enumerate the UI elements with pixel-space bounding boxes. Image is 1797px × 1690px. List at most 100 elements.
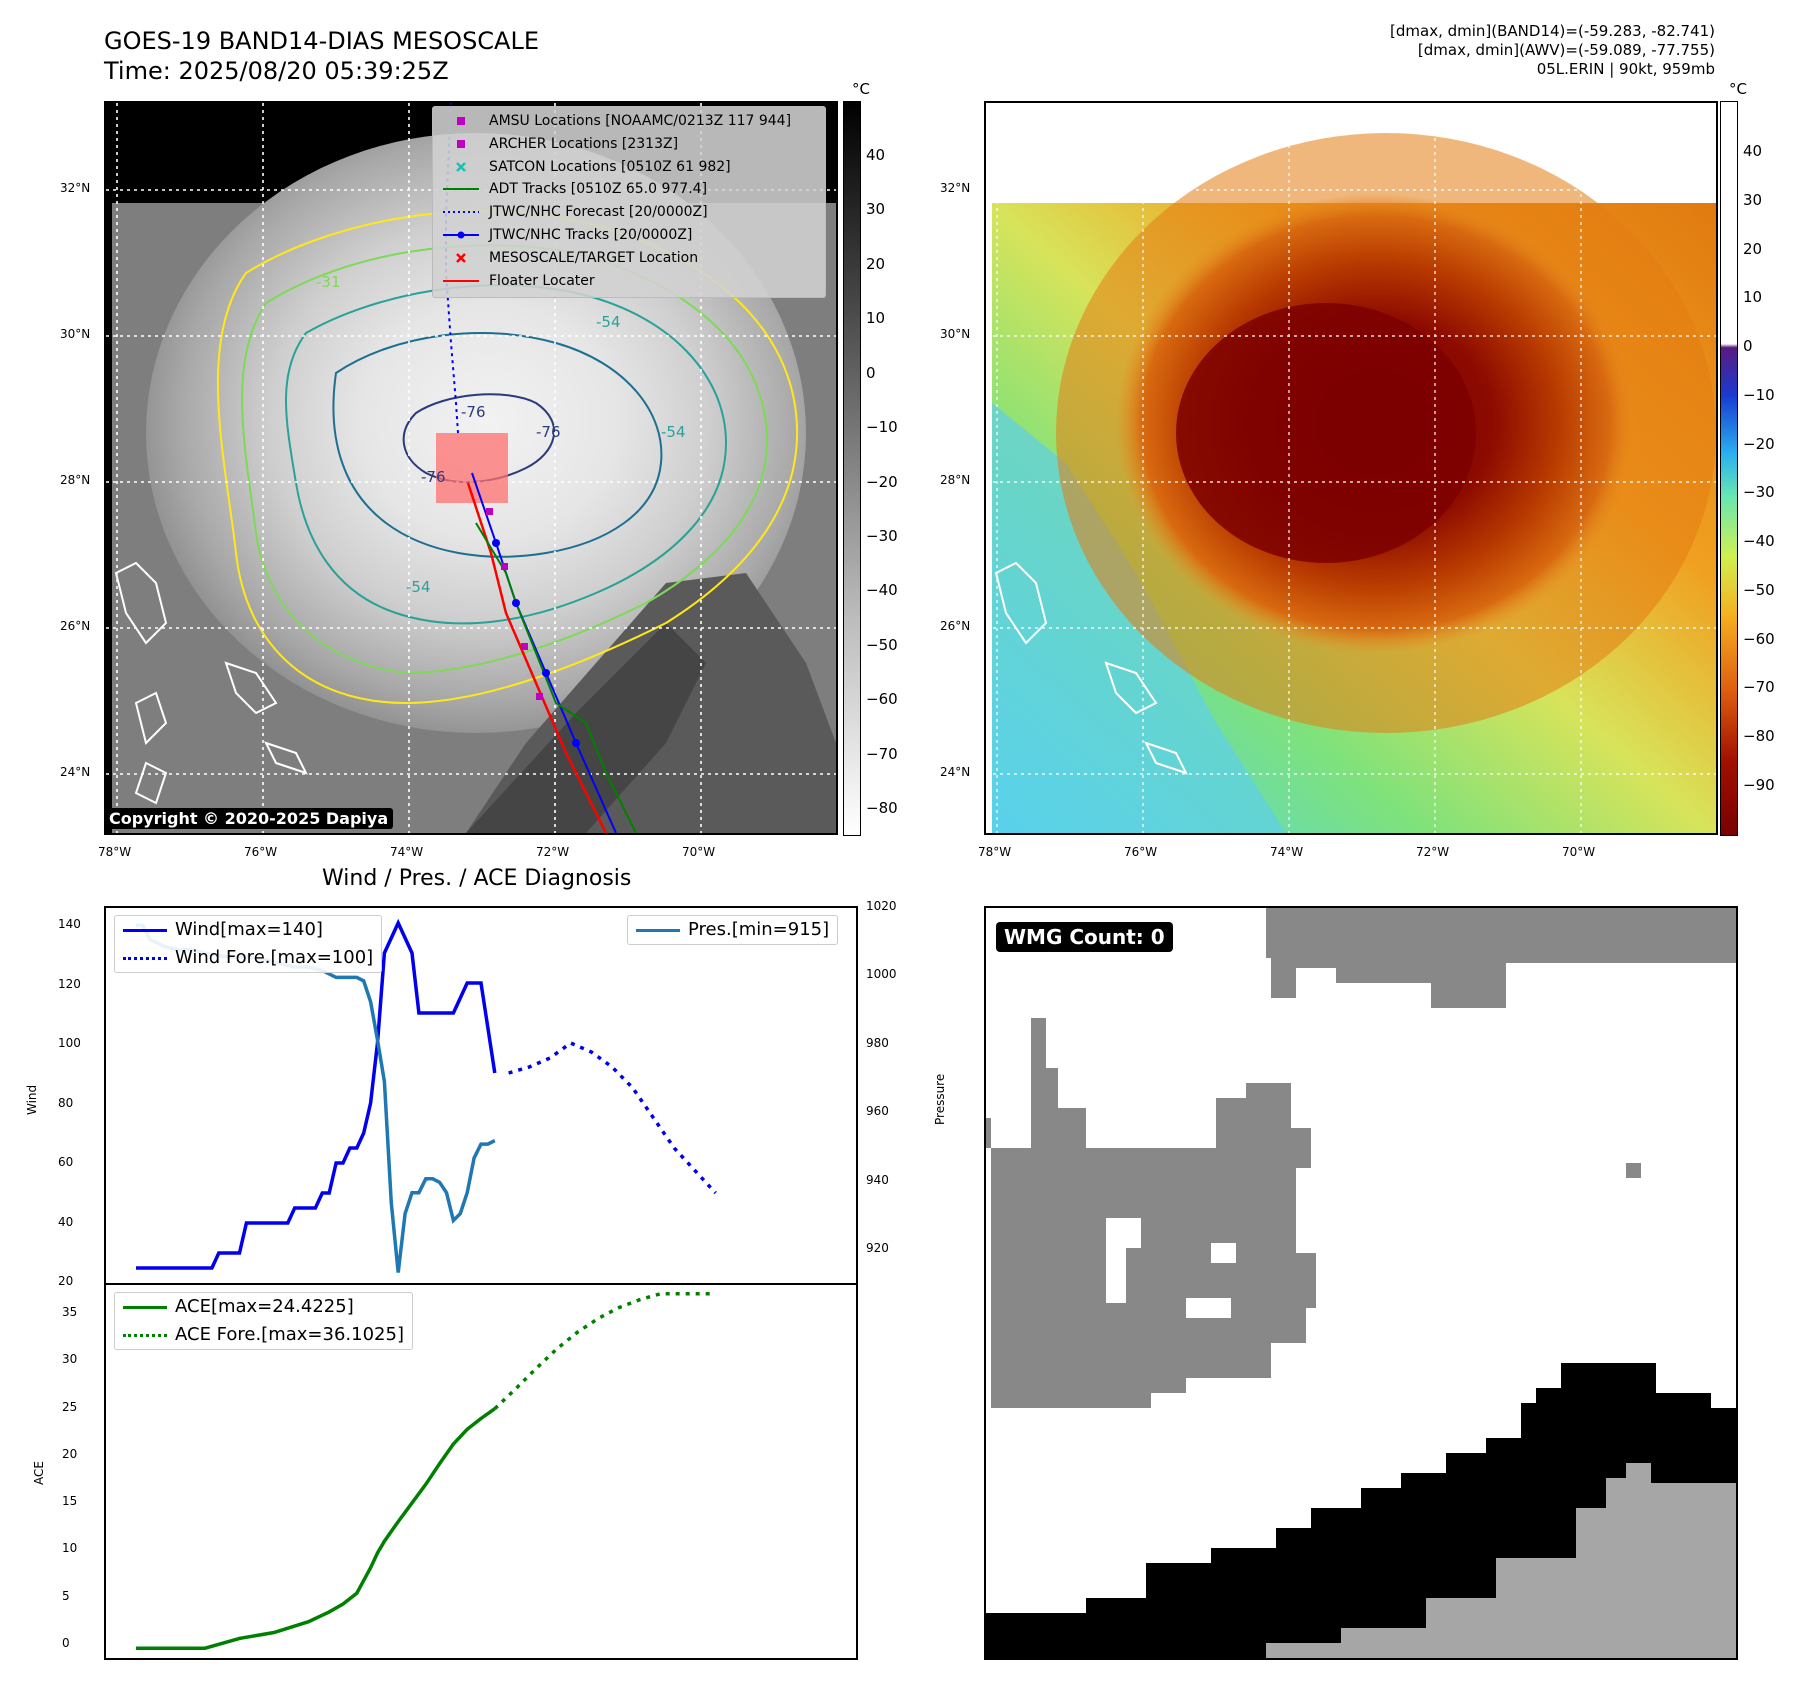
pressure-series-0 [136, 923, 496, 1273]
lon-label: 76°W [1124, 845, 1158, 859]
wind-tick: 20 [58, 1274, 74, 1288]
lon-label: 70°W [1562, 845, 1596, 859]
colorbar2-tick: 10 [1743, 288, 1763, 307]
colorbar1-tick: −20 [866, 472, 898, 491]
contour-label: -31 [316, 273, 341, 291]
ace-tick: 10 [62, 1541, 78, 1556]
colorbar2-tick: −80 [1743, 727, 1775, 746]
wind-tick: 100 [58, 1036, 81, 1050]
lon-label: 78°W [978, 845, 1012, 859]
wind-legend: Wind[max=140] Wind Fore.[max=100] [114, 915, 383, 973]
lon-label: 76°W [244, 845, 278, 859]
wind-tick: 140 [58, 917, 81, 931]
colorbar2-tick: −40 [1743, 532, 1775, 551]
wind-series-0 [136, 918, 497, 1270]
ace-tick: 15 [62, 1494, 78, 1509]
colorbar1-tick: −80 [866, 799, 898, 817]
band14-map: -54 -76 -76 -76 -54 -54 -31 [104, 101, 838, 835]
awv-range: [dmax, dmin](AWV)=(-59.089, -77.755) [1417, 41, 1715, 59]
intensity-info: [dmax, dmin](BAND14)=(-59.283, -82.741) … [1390, 22, 1715, 79]
pressure-tick: 980 [866, 1035, 889, 1050]
wind-series-1 [508, 1040, 717, 1195]
wind-tick: 60 [58, 1155, 74, 1169]
ace-tick: 20 [62, 1446, 78, 1461]
lat-label: 32°N [60, 181, 91, 195]
contour-label: -54 [406, 578, 431, 596]
lon-label: 78°W [98, 845, 132, 859]
colorbar2-tick: 20 [1743, 239, 1763, 258]
colorbar2-tick: −30 [1743, 483, 1775, 502]
lat-label: 26°N [940, 619, 971, 633]
storm-info: 05L.ERIN | 90kt, 959mb [1536, 60, 1715, 78]
legend-wind: Wind[max=140] [115, 916, 381, 944]
lat-label: 32°N [940, 181, 971, 195]
colorbar1-tick: 30 [866, 200, 886, 219]
contour-label: -54 [661, 423, 686, 441]
awv-map [984, 101, 1718, 835]
colorbar2-unit: °C [1729, 80, 1747, 98]
lat-label: 28°N [940, 473, 971, 487]
ace-axis-label: ACE [32, 1461, 46, 1485]
colorbar1-tick: 20 [866, 254, 886, 273]
ace-tick: 25 [62, 1399, 78, 1414]
pressure-tick: 1000 [866, 967, 897, 982]
wmg-graphic [986, 908, 1736, 1658]
colorbar2-tick: 0 [1743, 337, 1753, 356]
colorbar2-tick: −60 [1743, 629, 1775, 648]
ace-tick: 30 [62, 1352, 78, 1367]
square-icon [457, 140, 465, 148]
line-icon [443, 188, 479, 190]
contour-label: -54 [596, 313, 621, 331]
colorbar2-tick: −90 [1743, 776, 1775, 794]
pressure-tick: 920 [866, 1241, 889, 1255]
diagnosis-title: Wind / Pres. / ACE Diagnosis [322, 866, 632, 891]
lat-label: 26°N [60, 619, 91, 633]
colorbar2-tick: 40 [1743, 142, 1763, 160]
lon-label: 70°W [682, 845, 716, 859]
contour-label: -76 [421, 468, 446, 486]
colorbar1-tick: −10 [866, 418, 898, 437]
pressure-legend: Pres.[min=915] [627, 915, 839, 945]
colorbar1-tick: −70 [866, 744, 898, 763]
band14-range: [dmax, dmin](BAND14)=(-59.283, -82.741) [1390, 22, 1715, 40]
contour-label: -76 [536, 423, 561, 441]
wmg-panel [984, 906, 1738, 1660]
band14-map-graphic [106, 103, 836, 833]
colorbar1-tick: −60 [866, 690, 898, 709]
x-mark-icon [456, 162, 466, 172]
line-dot-icon [443, 231, 479, 239]
dotted-line-icon [443, 211, 479, 213]
wmg-count-badge: WMG Count: 0 [996, 922, 1173, 952]
ace-series-1 [493, 1292, 716, 1410]
pressure-axis-label: Pressure [933, 1073, 947, 1125]
colorbar1 [843, 101, 861, 836]
legend-wind-forecast: Wind Fore.[max=100] [115, 944, 381, 972]
lon-label: 72°W [536, 845, 570, 859]
colorbar2-tick: −50 [1743, 580, 1775, 599]
colorbar1-tick: −30 [866, 526, 898, 545]
colorbar2 [1720, 101, 1738, 836]
colorbar1-unit: °C [852, 80, 870, 98]
copyright-label: Copyright © 2020-2025 Dapiya [104, 808, 394, 829]
wind-tick: 120 [58, 976, 81, 991]
lat-label: 24°N [940, 765, 971, 779]
x-mark-icon [456, 253, 466, 263]
ace-tick: 35 [62, 1305, 78, 1319]
wind-tick: 40 [58, 1214, 74, 1229]
ace-tick: 0 [62, 1636, 70, 1650]
square-icon [457, 117, 465, 125]
wind-tick: 80 [58, 1095, 74, 1110]
line-icon [443, 280, 479, 282]
ace-panel [104, 1283, 858, 1660]
pressure-tick: 960 [866, 1104, 889, 1119]
awv-map-graphic [986, 103, 1716, 833]
lat-label: 30°N [940, 327, 971, 341]
lon-label: 74°W [390, 845, 424, 859]
colorbar1-tick: −40 [866, 581, 898, 600]
colorbar2-tick: −20 [1743, 434, 1775, 453]
lat-label: 30°N [60, 327, 91, 341]
colorbar1-tick: 0 [866, 363, 876, 382]
pressure-tick: 1020 [866, 899, 897, 913]
figure-title: GOES-19 BAND14-DIAS MESOSCALE Time: 2025/… [104, 27, 540, 85]
ace-legend: ACE[max=24.4225] ACE Fore.[max=36.1025] [114, 1292, 413, 1350]
